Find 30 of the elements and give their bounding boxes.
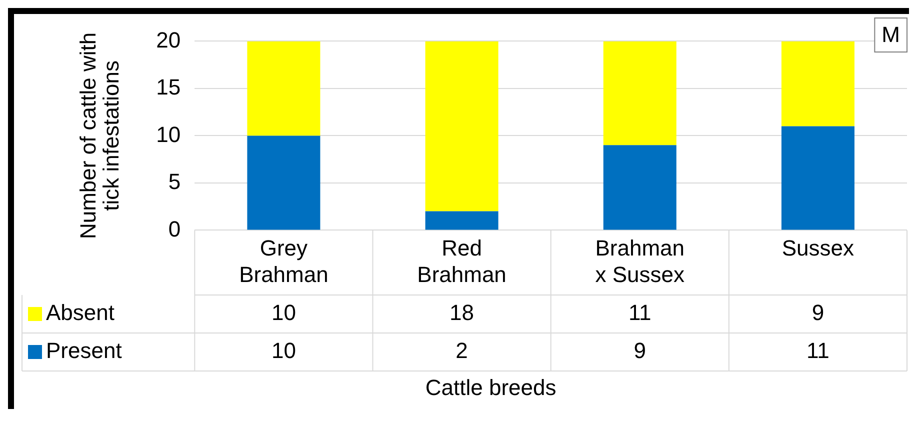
bar bbox=[425, 211, 498, 230]
bar bbox=[603, 145, 676, 230]
x-tick-label: Brahman x Sussex bbox=[595, 235, 685, 287]
bar bbox=[603, 41, 676, 146]
x-axis-title: Cattle breeds bbox=[425, 375, 556, 400]
bar bbox=[781, 41, 854, 126]
y-tick-label: 20 bbox=[156, 27, 181, 52]
annotation: M bbox=[882, 22, 900, 48]
legend-label: Present bbox=[46, 338, 122, 364]
y-tick-label: 5 bbox=[168, 169, 181, 194]
bar bbox=[781, 126, 854, 230]
x-tick-label: Red Brahman bbox=[417, 235, 506, 287]
data-label: 11 bbox=[628, 300, 652, 326]
data-label: 9 bbox=[812, 300, 824, 326]
y-tick-label: 10 bbox=[156, 122, 181, 147]
bar bbox=[247, 41, 320, 136]
data-label: 10 bbox=[271, 300, 296, 326]
y-tick-label: 0 bbox=[168, 216, 181, 242]
data-label: 2 bbox=[456, 338, 468, 364]
x-tick-label: Sussex bbox=[782, 235, 854, 260]
y-axis-title: Number of cattle with tick infestations bbox=[76, 32, 124, 240]
data-label: 10 bbox=[271, 338, 296, 364]
legend-label: Absent bbox=[46, 300, 114, 326]
y-tick-label: 15 bbox=[156, 74, 181, 100]
bar bbox=[247, 136, 320, 230]
data-label: 11 bbox=[806, 338, 830, 364]
data-label: 9 bbox=[634, 338, 646, 364]
data-label: 18 bbox=[450, 300, 474, 326]
bar bbox=[425, 41, 498, 212]
x-tick-label: Grey Brahman bbox=[239, 235, 328, 287]
